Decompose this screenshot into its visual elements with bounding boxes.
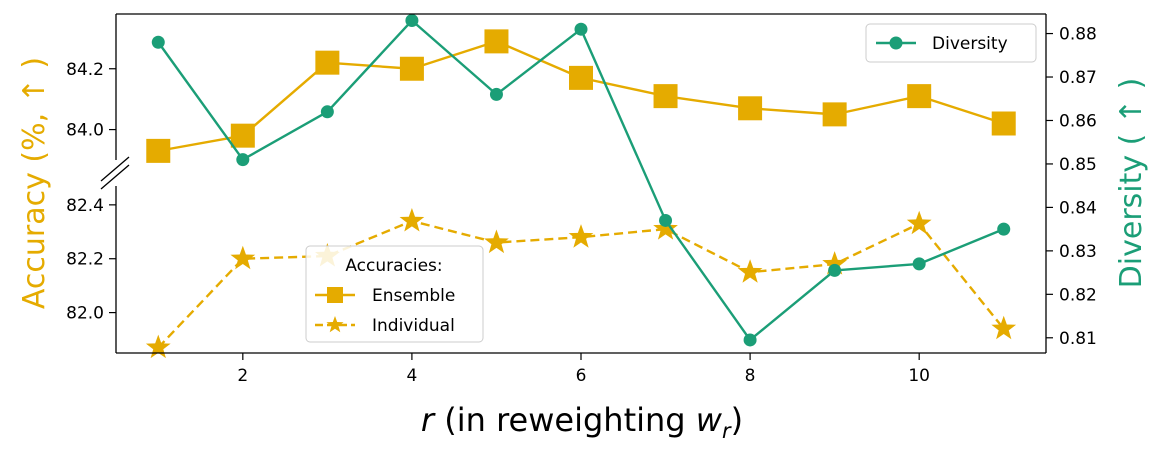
right-tick-label: 0.86 — [1059, 111, 1097, 131]
diversity-legend-label: Diversity — [932, 34, 1008, 54]
individual-point — [906, 210, 932, 235]
individual-series — [145, 208, 1017, 359]
right-tick-label: 0.82 — [1059, 285, 1097, 305]
ensemble-point — [738, 96, 763, 121]
diversity-point — [151, 35, 165, 49]
right-tick-label: 0.83 — [1059, 242, 1097, 262]
ensemble-point — [230, 123, 255, 148]
diversity-point — [489, 87, 503, 101]
axes-frame — [100, 13, 1047, 354]
left-tick-label: 84.0 — [66, 121, 104, 141]
individual-point — [568, 224, 594, 248]
left-axis-label: Accuracy (%, ↑ ) — [17, 57, 52, 309]
individual-point — [145, 334, 171, 359]
ensemble-point — [484, 29, 509, 54]
diversity-point — [828, 263, 842, 277]
individual-legend-label: Individual — [372, 316, 455, 336]
ensemble-series — [146, 29, 1016, 163]
x-tick-label: 6 — [576, 366, 587, 386]
individual-point — [230, 245, 256, 270]
ensemble-point — [822, 102, 847, 127]
left-tick-label: 82.4 — [66, 196, 104, 216]
individual-point — [399, 208, 425, 232]
ensemble-legend-label: Ensemble — [372, 286, 455, 306]
diversity-legend-box — [865, 23, 1037, 63]
diversity-point — [912, 257, 926, 271]
individual-legend-marker — [326, 316, 344, 333]
ensemble-point — [569, 65, 593, 90]
right-tick-label: 0.85 — [1059, 155, 1097, 175]
ensemble-point — [146, 138, 171, 163]
diversity-point — [405, 14, 419, 28]
individual-point — [737, 259, 763, 283]
right-tick-label: 0.87 — [1059, 68, 1097, 88]
individual-point — [822, 251, 847, 275]
diversity-legend-marker — [889, 36, 903, 50]
diversity-point — [743, 333, 757, 347]
diversity-series — [151, 14, 1011, 347]
axis-break-mark-upper — [100, 156, 130, 182]
left-tick-label: 82.2 — [66, 250, 104, 270]
individual-point — [991, 315, 1017, 340]
x-tick-label: 4 — [406, 366, 417, 386]
x-tick-label: 10 — [908, 366, 930, 386]
axis-ticks: 2 4 6 8 10 84.0 84.2 82.0 82.2 82.4 0.81 0.82 0.83 0.… — [66, 25, 1097, 386]
ensemble-point — [907, 84, 932, 109]
diversity-point — [574, 22, 588, 36]
x-tick-label: 2 — [237, 366, 248, 386]
right-tick-label: 0.84 — [1059, 198, 1097, 218]
right-tick-label: 0.88 — [1059, 25, 1097, 45]
left-tick-label: 84.2 — [66, 60, 104, 80]
diversity-point — [659, 213, 673, 227]
accuracy-legend-box — [305, 245, 484, 343]
x-tick-label: 8 — [745, 366, 756, 386]
right-axis-label: Diversity ( ↑ ) — [1114, 78, 1149, 289]
diversity-point — [320, 105, 334, 119]
individual-point — [653, 216, 678, 240]
ensemble-point — [315, 50, 340, 75]
ensemble-point — [653, 84, 678, 109]
accuracy-legend: Accuracies: Ensemble Individual — [305, 245, 484, 343]
diversity-legend: Diversity — [865, 23, 1037, 63]
right-tick-label: 0.81 — [1059, 329, 1097, 349]
diversity-point — [236, 153, 250, 167]
individual-point — [484, 229, 509, 254]
accuracy-legend-title: Accuracies: — [345, 256, 442, 276]
ensemble-point — [991, 111, 1016, 136]
left-tick-label: 82.0 — [66, 304, 104, 324]
axis-break-mark-lower — [100, 164, 130, 190]
ensemble-legend-marker — [327, 287, 343, 303]
ensemble-point — [399, 56, 424, 81]
x-axis-label: r (in reweighting wr) — [421, 401, 743, 443]
diversity-point — [997, 222, 1011, 236]
